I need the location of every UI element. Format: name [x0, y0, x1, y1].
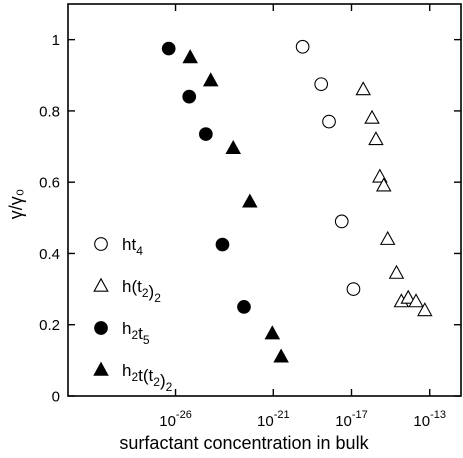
data-points — [161, 39, 433, 363]
data-point-2 — [182, 89, 197, 104]
y-tick-label: 0.2 — [39, 317, 60, 334]
legend-marker-1 — [93, 277, 109, 292]
legend: ht4 h(t2)2 h2t5 h2t(t2)2 — [93, 235, 173, 394]
data-point-2 — [215, 237, 230, 252]
data-point-1 — [355, 81, 372, 96]
y-tick-label: 0 — [52, 389, 60, 406]
y-axis-ticks: 0 0.2 0.4 0.6 0.8 1 — [39, 32, 461, 406]
legend-marker-2 — [94, 321, 108, 335]
data-point-3 — [273, 348, 289, 363]
data-point-3 — [182, 49, 198, 64]
data-point-1 — [364, 109, 380, 124]
x-tick-label: 10-26 — [159, 409, 192, 430]
y-axis-label: γ/γ₀ — [6, 189, 26, 219]
data-point-1 — [417, 302, 433, 317]
data-point-0 — [322, 114, 336, 129]
data-point-3 — [242, 193, 258, 208]
data-point-3 — [202, 72, 219, 87]
data-point-0 — [314, 77, 329, 92]
x-axis-ticks: 10-26 10-21 10-17 10-13 — [159, 4, 446, 430]
x-tick-label: 10-17 — [335, 409, 368, 430]
data-point-3 — [264, 325, 281, 340]
data-point-1 — [368, 131, 384, 146]
y-tick-label: 1 — [52, 32, 60, 49]
legend-label-3: h2t(t2)2 — [122, 361, 173, 394]
legend-marker-3 — [93, 361, 109, 376]
data-point-2 — [161, 41, 176, 56]
data-point-1 — [379, 230, 396, 245]
data-point-1 — [400, 289, 416, 304]
data-point-1 — [388, 264, 405, 279]
x-tick-label: 10-21 — [257, 409, 290, 430]
data-point-0 — [295, 39, 310, 54]
data-point-2 — [237, 300, 251, 314]
data-point-0 — [346, 282, 361, 296]
x-axis-label: surfactant concentration in bulk — [119, 433, 369, 453]
y-tick-label: 0.4 — [39, 246, 60, 263]
legend-label-0: ht4 — [122, 235, 143, 258]
data-point-0 — [334, 214, 349, 229]
y-tick-label: 0.6 — [39, 175, 60, 192]
data-point-3 — [225, 139, 241, 155]
legend-marker-0 — [94, 237, 108, 251]
plot-border — [67, 3, 462, 397]
legend-label-1: h(t2)2 — [122, 277, 161, 305]
y-tick-label: 0.8 — [39, 103, 60, 120]
plot-frame — [67, 3, 462, 397]
data-point-2 — [198, 127, 213, 141]
legend-label-2: h2t5 — [122, 319, 150, 347]
x-tick-label: 10-13 — [413, 409, 446, 430]
data-point-1 — [408, 293, 424, 308]
data-point-1 — [375, 177, 392, 192]
